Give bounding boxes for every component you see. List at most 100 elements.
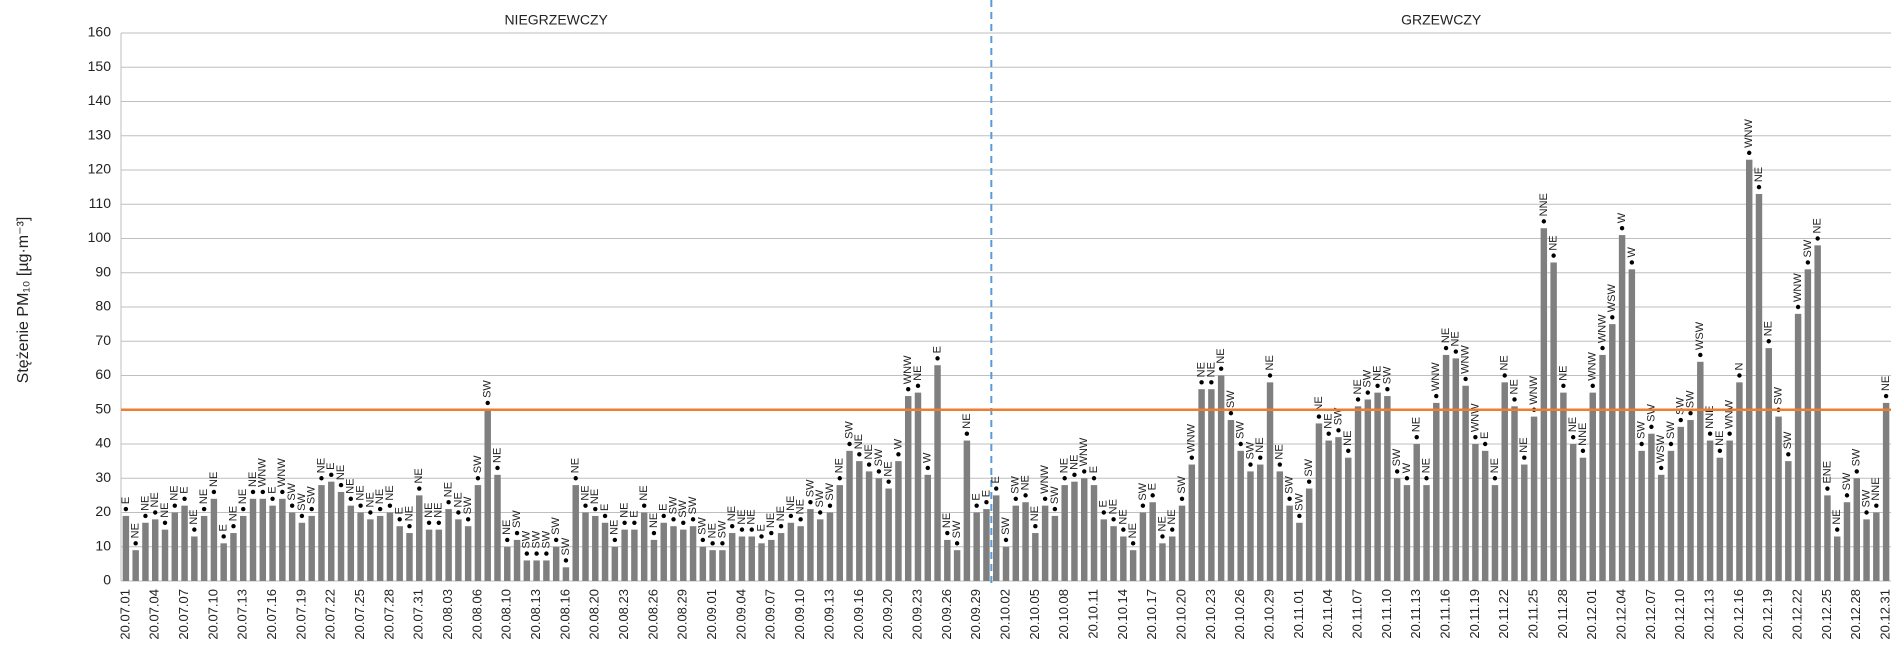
y-tick-label: 60 bbox=[95, 366, 111, 382]
dot bbox=[153, 510, 158, 515]
x-tick-label: 20.07.13 bbox=[235, 589, 250, 640]
x-tick-label: 20.07.04 bbox=[147, 589, 162, 640]
bar bbox=[768, 539, 775, 581]
wind-direction: NE bbox=[1753, 167, 1765, 182]
wind-direction: E bbox=[1098, 500, 1110, 507]
bar bbox=[308, 515, 315, 581]
dot bbox=[1404, 476, 1410, 481]
bar bbox=[689, 526, 697, 581]
bar bbox=[944, 539, 951, 581]
bar bbox=[1755, 193, 1763, 581]
dot bbox=[1864, 510, 1869, 515]
dot bbox=[182, 496, 187, 501]
bar bbox=[1110, 526, 1117, 581]
bar bbox=[1511, 406, 1518, 581]
x-tick-label: 20.07.31 bbox=[411, 589, 426, 640]
wind-direction: NE bbox=[403, 506, 415, 521]
y-tick-label: 100 bbox=[88, 229, 112, 245]
dot bbox=[280, 489, 285, 495]
wind-direction: NE bbox=[198, 489, 210, 504]
bar bbox=[474, 485, 482, 581]
dot bbox=[622, 520, 627, 525]
bar bbox=[1550, 262, 1557, 581]
x-tick-label: 20.12.13 bbox=[1702, 589, 1717, 640]
bar bbox=[200, 515, 208, 581]
bar bbox=[1286, 505, 1293, 581]
bar bbox=[513, 539, 521, 581]
wind-direction: SW bbox=[1235, 421, 1247, 439]
dot bbox=[915, 383, 921, 388]
bar bbox=[1051, 515, 1059, 581]
bar bbox=[699, 546, 707, 581]
bar bbox=[728, 533, 736, 581]
wind-direction: NE bbox=[1489, 458, 1501, 473]
dot bbox=[1766, 339, 1771, 344]
wind-direction: E bbox=[990, 476, 1002, 483]
bar bbox=[1032, 533, 1039, 581]
wind-direction: WNW bbox=[1587, 351, 1599, 380]
dot bbox=[446, 500, 451, 505]
bar bbox=[1638, 450, 1645, 581]
dot bbox=[1424, 476, 1429, 481]
bar bbox=[1804, 269, 1812, 581]
x-tick-label: 20.08.06 bbox=[469, 589, 484, 640]
dot bbox=[1072, 472, 1077, 478]
bar bbox=[1100, 519, 1108, 581]
wind-direction: NE bbox=[433, 502, 445, 517]
bar bbox=[846, 450, 853, 581]
dot bbox=[1443, 345, 1449, 351]
bar bbox=[425, 529, 433, 581]
dot bbox=[211, 489, 217, 495]
dot bbox=[270, 496, 275, 501]
x-tick-label: 20.07.10 bbox=[205, 589, 220, 640]
bar bbox=[396, 526, 403, 581]
wind-direction: SW bbox=[1010, 475, 1022, 493]
dot bbox=[544, 551, 549, 556]
dot bbox=[250, 489, 256, 495]
x-tick-label: 20.12.07 bbox=[1643, 589, 1658, 640]
dot bbox=[769, 530, 774, 536]
bar bbox=[484, 409, 491, 581]
wind-direction: WNW bbox=[1469, 403, 1481, 432]
dot bbox=[1610, 315, 1615, 320]
dot bbox=[505, 537, 510, 543]
bar bbox=[592, 515, 599, 581]
dot bbox=[1062, 476, 1067, 481]
wind-direction: NE bbox=[1450, 331, 1462, 346]
bar bbox=[1002, 546, 1010, 581]
bar bbox=[1833, 536, 1841, 581]
x-tick-label: 20.10.17 bbox=[1144, 589, 1159, 640]
dot bbox=[1111, 517, 1116, 522]
wind-direction: NE bbox=[863, 444, 875, 459]
bar bbox=[719, 550, 726, 581]
dot bbox=[612, 537, 618, 543]
x-tick-label: 20.12.04 bbox=[1614, 589, 1629, 640]
wind-direction: NE bbox=[961, 413, 973, 428]
x-tick-label: 20.08.29 bbox=[675, 589, 690, 640]
dot bbox=[1492, 476, 1498, 481]
bar bbox=[161, 529, 169, 581]
wind-direction: E bbox=[931, 346, 943, 353]
dot bbox=[1639, 441, 1644, 447]
bar bbox=[1315, 423, 1323, 581]
wind-direction: SW bbox=[1225, 390, 1237, 408]
x-tick-label: 20.11.25 bbox=[1526, 589, 1541, 639]
bar bbox=[660, 522, 667, 581]
dot bbox=[143, 513, 148, 519]
wind-direction: W bbox=[1616, 212, 1628, 223]
x-tick-label: 20.10.26 bbox=[1232, 589, 1247, 640]
wind-direction: WNW bbox=[1039, 464, 1051, 493]
wind-direction: WNW bbox=[1792, 273, 1804, 302]
bar bbox=[504, 546, 511, 581]
bar bbox=[1599, 354, 1606, 581]
x-tick-label: 20.10.08 bbox=[1056, 589, 1071, 640]
dot bbox=[1267, 373, 1273, 378]
x-tick-label: 20.07.07 bbox=[176, 589, 191, 640]
dot bbox=[1482, 441, 1488, 447]
dot bbox=[319, 476, 324, 481]
wind-direction: N bbox=[1733, 363, 1745, 371]
wind-direction: SW bbox=[511, 510, 523, 528]
x-tick-label: 20.08.03 bbox=[440, 589, 455, 640]
dot bbox=[1228, 410, 1234, 416]
